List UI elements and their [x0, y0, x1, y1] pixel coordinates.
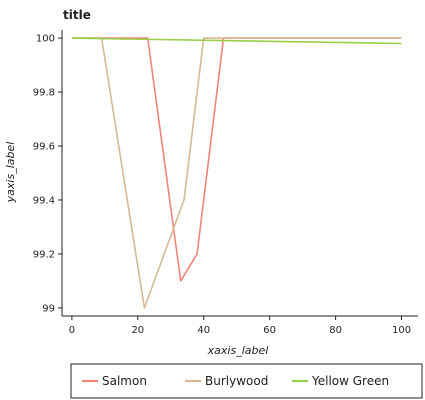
x-axis-title: xaxis_label	[207, 344, 269, 357]
y-tick-label: 100	[36, 34, 55, 45]
x-tick-label: 0	[69, 325, 75, 336]
x-tick-label: 40	[197, 325, 210, 336]
chart-title: title	[63, 8, 91, 22]
x-tick-label: 100	[392, 325, 411, 336]
legend-label-yellow-green: Yellow Green	[311, 374, 389, 388]
x-tick-label: 60	[263, 325, 276, 336]
y-tick-label: 99.8	[33, 88, 55, 99]
y-tick-label: 99.2	[33, 249, 55, 260]
series-group	[71, 37, 402, 309]
series-line-yellow-green	[71, 37, 402, 45]
series-line-burlywood	[71, 37, 402, 309]
axes: 99 99.2 99.4 99.6 99.8 100 0 20 40 60 80 100	[33, 30, 418, 336]
legend-box	[70, 363, 423, 399]
legend-label-burlywood: Burlywood	[205, 374, 268, 388]
y-tick-label: 99.6	[33, 142, 55, 153]
y-tick-label: 99.4	[33, 195, 55, 206]
legend-label-salmon: Salmon	[102, 374, 147, 388]
legend: Salmon Burlywood Yellow Green	[70, 363, 423, 399]
y-axis-title: yaxis_label	[4, 142, 17, 204]
x-tick-label: 20	[131, 325, 144, 336]
y-tick-label: 99	[42, 303, 55, 314]
x-tick-label: 80	[329, 325, 342, 336]
